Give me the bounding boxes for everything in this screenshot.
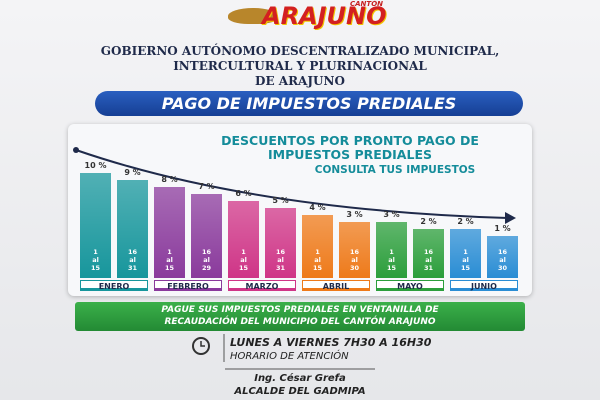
header-line: GOBIERNO AUTÓNOMO DESCENTRALIZADO MUNICI… [100, 44, 500, 58]
banner: PAGO DE IMPUESTOS PREDIALES [95, 91, 523, 116]
bar [413, 229, 444, 278]
value-label: 5 % [272, 196, 289, 205]
month-label: MARZO [228, 280, 296, 291]
category-label: 1 al 15 [312, 248, 323, 272]
value-label: 3 % [383, 210, 400, 219]
category-label: 1 al 15 [460, 248, 471, 272]
bar [302, 215, 333, 278]
category-label: 1 al 15 [238, 248, 249, 272]
signature-role: ALCALDE DEL GADMIPA [234, 386, 366, 397]
schedule-label: HORARIO DE ATENCIÓN [230, 351, 349, 362]
arrow-head [505, 212, 516, 224]
value-label: 9 % [124, 168, 141, 177]
category-label: 16 al 31 [423, 248, 434, 272]
bar [450, 229, 481, 278]
month-label: MAYO [376, 280, 444, 291]
value-label: 3 % [346, 210, 363, 219]
notice-line: RECAUDACIÓN DEL MUNICIPIO DEL CANTÓN ARA… [164, 317, 436, 327]
category-label: 16 al 30 [349, 248, 360, 272]
bar [80, 173, 111, 278]
logo-name: ARAJUNO [262, 2, 387, 30]
value-label: 6 % [235, 189, 252, 198]
logo-small: CANTÓN [350, 0, 383, 8]
category-label: 1 al 15 [386, 248, 397, 272]
header-line: DE ARAJUNO [255, 74, 345, 88]
category-label: 16 al 31 [127, 248, 138, 272]
value-label: 2 % [457, 217, 474, 226]
category-label: 1 al 15 [90, 248, 101, 272]
chart-title: DESCUENTOS POR PRONTO PAGO DE IMPUESTOS … [221, 133, 479, 162]
chart-subtitle: CONSULTA TUS IMPUESTOS [314, 164, 476, 176]
bar [117, 180, 148, 278]
month-label: FEBRERO [154, 280, 222, 291]
bar [487, 236, 518, 278]
month-label: JUNIO [450, 280, 518, 291]
bar [191, 194, 222, 278]
month-label: ABRIL [302, 280, 370, 291]
arrow-line [75, 149, 509, 219]
bar [154, 187, 185, 278]
category-label: 16 al 29 [201, 248, 212, 272]
bar [339, 222, 370, 278]
value-label: 2 % [420, 217, 437, 226]
value-label: 8 % [161, 175, 178, 184]
arrow-start [73, 147, 79, 153]
notice-box: PAGUE SUS IMPUESTOS PREDIALES EN VENTANI… [75, 302, 525, 331]
category-label: 1 al 15 [164, 248, 175, 272]
category-label: 16 al 30 [497, 248, 508, 272]
value-label: 4 % [309, 203, 326, 212]
clock-icon [192, 337, 210, 355]
value-label: 1 % [494, 224, 511, 233]
header-line: INTERCULTURAL Y PLURINACIONAL [173, 59, 427, 73]
signature-name: Ing. César Grefa [254, 373, 346, 384]
value-label: 7 % [198, 182, 215, 191]
bar [376, 222, 407, 278]
bar [228, 201, 259, 278]
month-label: ENERO [80, 280, 148, 291]
bar [265, 208, 296, 278]
category-label: 16 al 31 [275, 248, 286, 272]
clock-hands [200, 341, 205, 347]
notice-line: PAGUE SUS IMPUESTOS PREDIALES EN VENTANI… [161, 305, 439, 315]
logo-icon [228, 8, 278, 24]
schedule-hours: LUNES A VIERNES 7H30 A 16H30 [230, 336, 432, 349]
value-label: 10 % [84, 161, 107, 170]
